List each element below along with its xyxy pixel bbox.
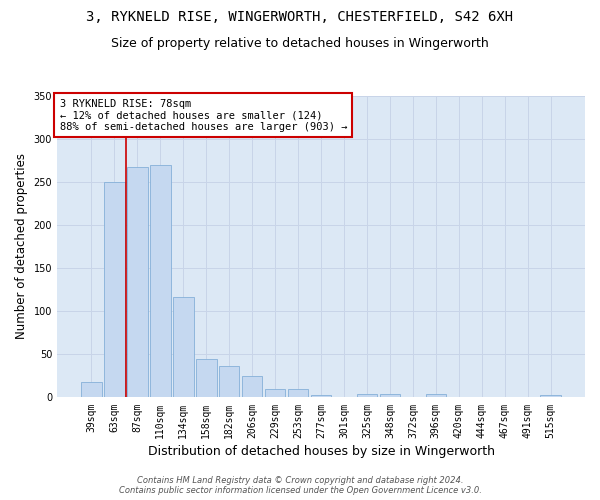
Text: 3 RYKNELD RISE: 78sqm
← 12% of detached houses are smaller (124)
88% of semi-det: 3 RYKNELD RISE: 78sqm ← 12% of detached … — [59, 98, 347, 132]
Y-axis label: Number of detached properties: Number of detached properties — [15, 154, 28, 340]
Bar — [150, 164, 170, 398]
Bar — [288, 389, 308, 398]
Bar — [104, 182, 125, 398]
Text: Contains HM Land Registry data © Crown copyright and database right 2024.
Contai: Contains HM Land Registry data © Crown c… — [119, 476, 481, 495]
Text: 3, RYKNELD RISE, WINGERWORTH, CHESTERFIELD, S42 6XH: 3, RYKNELD RISE, WINGERWORTH, CHESTERFIE… — [86, 10, 514, 24]
Bar — [380, 394, 400, 398]
Bar — [242, 376, 262, 398]
Bar — [127, 167, 148, 398]
Bar — [541, 395, 561, 398]
Bar — [311, 395, 331, 398]
Bar — [173, 298, 194, 398]
Bar — [219, 366, 239, 398]
Text: Size of property relative to detached houses in Wingerworth: Size of property relative to detached ho… — [111, 38, 489, 51]
Bar — [425, 394, 446, 398]
Bar — [81, 382, 102, 398]
Bar — [196, 358, 217, 398]
Bar — [265, 389, 286, 398]
X-axis label: Distribution of detached houses by size in Wingerworth: Distribution of detached houses by size … — [148, 444, 494, 458]
Bar — [356, 394, 377, 398]
